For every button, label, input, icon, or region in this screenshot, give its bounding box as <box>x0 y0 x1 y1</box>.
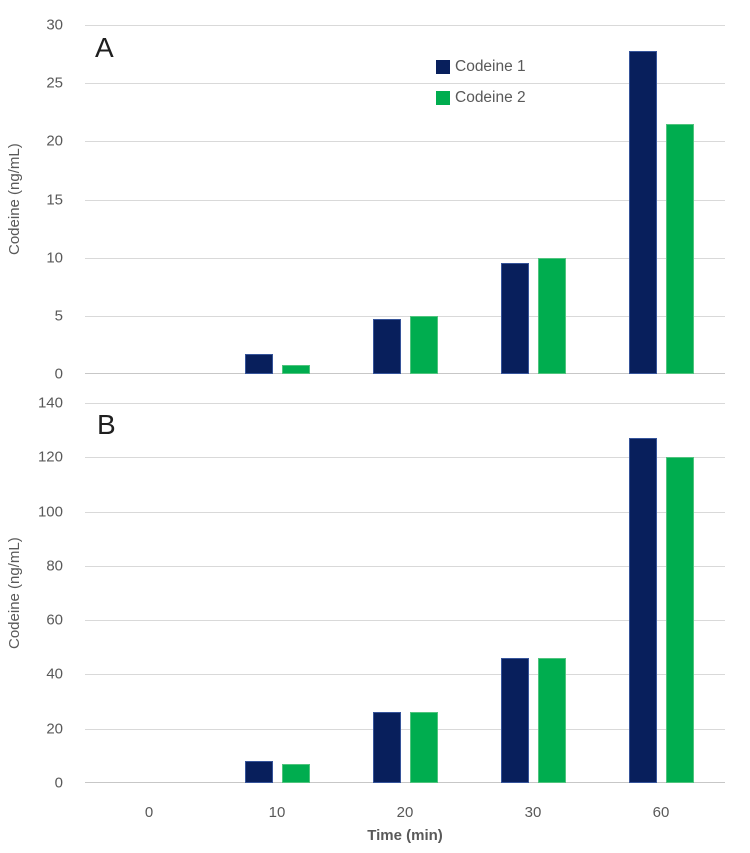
bar-codeine-2-t20 <box>410 315 438 374</box>
legend: Codeine 1 Codeine 2 <box>436 57 526 119</box>
panel-a-y-tick-labels: 0 5 10 15 20 25 30 <box>0 17 70 383</box>
bar-codeine-1-t20 <box>373 319 401 374</box>
x-tick-label: 0 <box>144 804 154 821</box>
legend-item-codeine-2: Codeine 2 <box>436 88 526 108</box>
gridline <box>85 457 725 458</box>
gridline <box>85 566 725 567</box>
bar-codeine-1-t60 <box>629 50 657 374</box>
y-tick-label: 60 <box>46 611 63 629</box>
y-tick-label: 20 <box>46 720 63 738</box>
bar-codeine-2-t20 <box>410 712 438 783</box>
y-tick-label: 10 <box>46 249 63 267</box>
panel-b-y-tick-labels: 0 20 40 60 80 100 120 140 <box>0 395 70 792</box>
bar-codeine-2-t60 <box>666 123 694 374</box>
bar-codeine-2-t10 <box>282 364 310 374</box>
y-tick-label: 120 <box>37 448 63 466</box>
x-tick-label: 30 <box>524 804 542 821</box>
codeine-2-swatch-icon <box>436 91 450 105</box>
bar-codeine-2-t30 <box>538 658 566 783</box>
gridline <box>85 512 725 513</box>
bar-codeine-1-t30 <box>501 263 529 374</box>
bar-codeine-2-t60 <box>666 457 694 783</box>
gridline <box>85 674 725 675</box>
gridline <box>85 200 725 201</box>
panel-a-label: A <box>95 32 114 63</box>
x-axis-title: Time (min) <box>367 827 443 844</box>
gridline <box>85 403 725 404</box>
gridline <box>85 83 725 84</box>
x-tick-label: 60 <box>652 804 670 821</box>
legend-item-codeine-1: Codeine 1 <box>436 57 526 77</box>
legend-label: Codeine 2 <box>455 89 526 106</box>
bar-codeine-1-t30 <box>501 658 529 783</box>
gridline <box>85 258 725 259</box>
x-tick-label: 20 <box>396 804 414 821</box>
y-tick-label: 15 <box>46 191 63 208</box>
y-tick-label: 20 <box>46 132 63 150</box>
gridline <box>85 620 725 621</box>
y-tick-label: 40 <box>46 665 63 683</box>
y-tick-label: 80 <box>46 557 63 575</box>
x-axis-line <box>85 373 725 374</box>
codeine-1-swatch-icon <box>436 60 450 74</box>
x-axis-tick-labels: 0 10 20 30 60 <box>85 804 725 824</box>
bar-codeine-2-t10 <box>282 764 310 783</box>
bar-codeine-1-t10 <box>245 761 273 783</box>
x-tick-label: 10 <box>268 804 286 821</box>
y-tick-label: 5 <box>54 307 63 325</box>
bar-codeine-2-t30 <box>538 257 566 374</box>
bar-codeine-1-t60 <box>629 438 657 783</box>
gridline <box>85 729 725 730</box>
y-tick-label: 100 <box>37 503 63 521</box>
y-tick-label: 140 <box>37 394 63 412</box>
y-tick-label: 25 <box>46 74 63 92</box>
gridline <box>85 25 725 26</box>
bar-codeine-1-t10 <box>245 354 273 374</box>
y-tick-label: 0 <box>54 365 63 383</box>
panel-b-label: B <box>97 409 116 440</box>
y-tick-label: 0 <box>54 774 63 792</box>
y-tick-label: 30 <box>46 16 63 34</box>
gridline <box>85 316 725 317</box>
panel-a-plot-area <box>85 25 725 374</box>
gridline <box>85 141 725 142</box>
bar-codeine-1-t20 <box>373 712 401 783</box>
panel-b-plot-area <box>85 403 725 783</box>
legend-label: Codeine 1 <box>455 58 526 75</box>
x-axis-line <box>85 782 725 783</box>
